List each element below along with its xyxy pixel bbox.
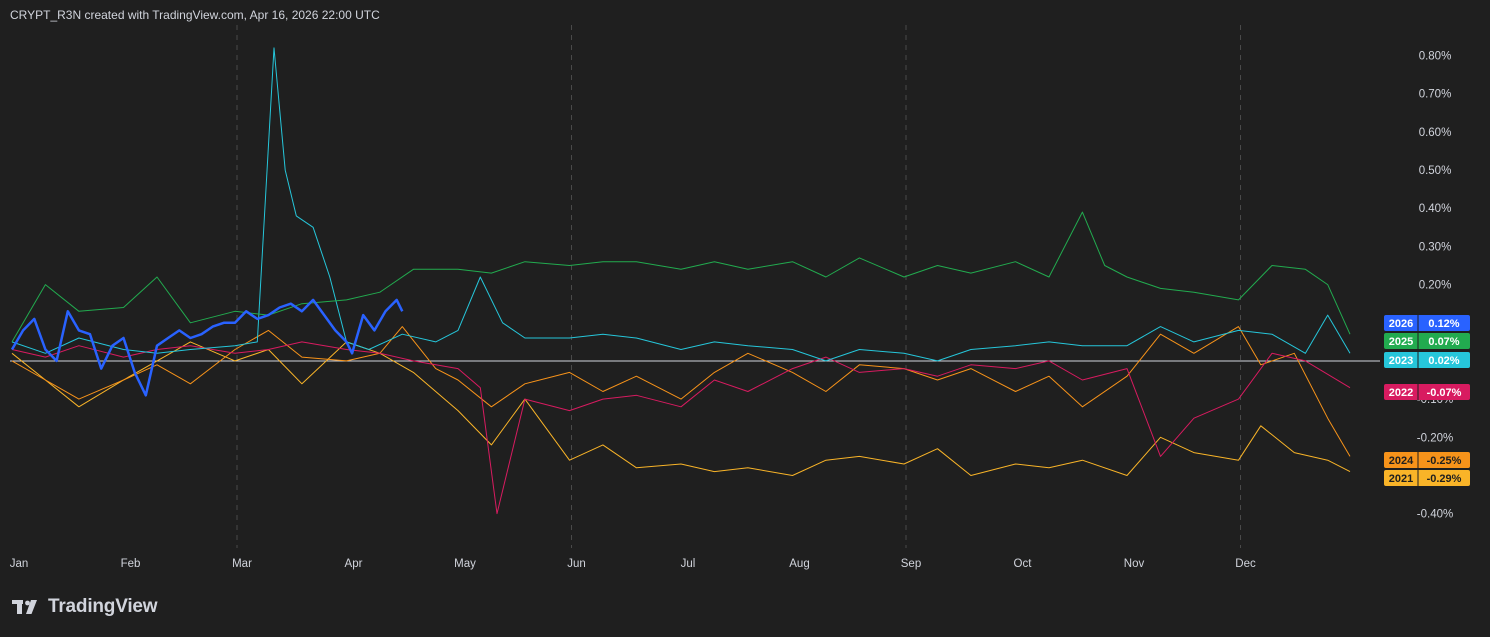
series-line-2022 xyxy=(11,341,1351,515)
y-tick-label: 0.60% xyxy=(1419,127,1452,139)
price-tag-2024: 2024 -0.25% xyxy=(1384,452,1470,468)
chart-series xyxy=(10,47,1351,515)
x-tick-label: Dec xyxy=(1235,558,1256,570)
x-tick-label: Oct xyxy=(1014,558,1033,570)
y-tick-label: -0.20% xyxy=(1417,432,1453,444)
chart-caption: CRYPT_R3N created with TradingView.com, … xyxy=(10,8,380,22)
x-tick-label: May xyxy=(454,558,476,570)
price-tag-2022: 2022 -0.07% xyxy=(1384,384,1470,400)
price-tag-value: 0.02% xyxy=(1428,355,1459,367)
price-tag-2021: 2021 -0.29% xyxy=(1384,470,1470,486)
chart-gridlines xyxy=(236,25,1241,548)
price-tag-year: 2023 xyxy=(1389,355,1413,367)
x-tick-label: Jun xyxy=(567,558,586,570)
y-tick-label: -0.40% xyxy=(1417,509,1453,521)
price-scale-tags: 2021 -0.29%2024 -0.25%2022 -0.07%2023 0.02%2… xyxy=(1384,315,1470,486)
price-tag-value: 0.12% xyxy=(1428,318,1459,330)
series-line-2021 xyxy=(11,341,1351,476)
tradingview-brand[interactable]: TradingView xyxy=(12,596,158,618)
price-tag-year: 2021 xyxy=(1389,473,1413,485)
price-tag-year: 2022 xyxy=(1389,387,1413,399)
x-tick-label: Sep xyxy=(901,558,921,570)
x-tick-label: Mar xyxy=(232,558,252,570)
x-axis-labels: Jan Feb Mar Apr May Jun Jul Aug Sep Oct Nov Dec xyxy=(10,558,1256,570)
price-tag-bg xyxy=(1384,470,1470,486)
price-tag-2023: 2023 0.02% xyxy=(1384,352,1470,368)
price-tag-2025: 2025 0.07% xyxy=(1384,333,1470,349)
series-line-2023 xyxy=(11,47,1351,362)
price-tag-value: -0.29% xyxy=(1427,473,1462,485)
price-tag-bg xyxy=(1384,333,1470,349)
y-axis-labels: 0.80%0.70%0.60%0.50%0.40%0.30%0.20%-0.10… xyxy=(1417,51,1453,521)
y-tick-label: 0.20% xyxy=(1419,280,1452,292)
y-tick-label: 0.30% xyxy=(1419,241,1452,253)
chart-canvas[interactable]: 0.80%0.70%0.60%0.50%0.40%0.30%0.20%-0.10… xyxy=(0,0,1490,590)
price-tag-year: 2024 xyxy=(1389,455,1414,467)
price-tag-value: 0.07% xyxy=(1428,336,1459,348)
y-tick-label: 0.80% xyxy=(1419,51,1452,63)
x-tick-label: Nov xyxy=(1124,558,1145,570)
y-tick-label: 0.40% xyxy=(1419,203,1452,215)
price-tag-bg xyxy=(1384,315,1470,331)
price-tag-bg xyxy=(1384,352,1470,368)
price-tag-bg xyxy=(1384,384,1470,400)
series-line-2024 xyxy=(11,326,1351,457)
x-tick-label: Feb xyxy=(121,558,141,570)
x-tick-label: Jan xyxy=(10,558,29,570)
y-tick-label: 0.50% xyxy=(1419,165,1452,177)
price-tag-2026: 2026 0.12% xyxy=(1384,315,1470,331)
price-tag-value: -0.07% xyxy=(1427,387,1462,399)
x-tick-label: Apr xyxy=(345,558,363,570)
price-tag-bg xyxy=(1384,452,1470,468)
price-tag-value: -0.25% xyxy=(1427,455,1462,467)
tradingview-logo-icon xyxy=(12,600,37,614)
x-tick-label: Aug xyxy=(789,558,809,570)
series-line-2026 xyxy=(10,298,404,397)
series-line-2025 xyxy=(11,211,1351,343)
x-tick-label: Jul xyxy=(681,558,696,570)
price-tag-year: 2025 xyxy=(1389,336,1413,348)
brand-name: TradingView xyxy=(48,596,158,617)
price-tag-year: 2026 xyxy=(1389,318,1413,330)
y-tick-label: 0.70% xyxy=(1419,89,1452,101)
